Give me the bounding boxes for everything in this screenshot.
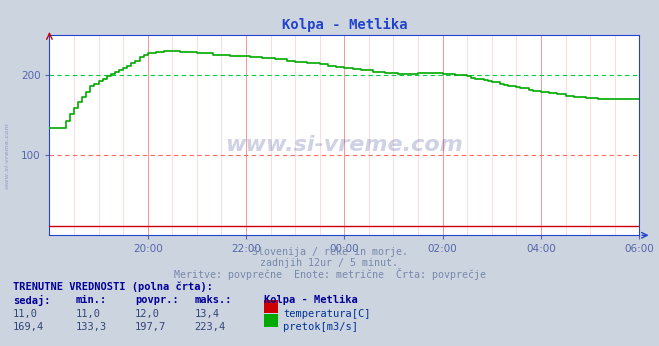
Text: 11,0: 11,0 xyxy=(76,309,101,319)
Text: min.:: min.: xyxy=(76,295,107,305)
Title: Kolpa - Metlika: Kolpa - Metlika xyxy=(281,18,407,32)
Text: www.si-vreme.com: www.si-vreme.com xyxy=(4,122,9,189)
Text: 133,3: 133,3 xyxy=(76,322,107,333)
Text: Slovenija / reke in morje.: Slovenija / reke in morje. xyxy=(252,247,407,257)
Text: 223,4: 223,4 xyxy=(194,322,225,333)
Text: TRENUTNE VREDNOSTI (polna črta):: TRENUTNE VREDNOSTI (polna črta): xyxy=(13,282,213,292)
Text: Meritve: povprečne  Enote: metrične  Črta: povprečje: Meritve: povprečne Enote: metrične Črta:… xyxy=(173,268,486,280)
Text: Kolpa - Metlika: Kolpa - Metlika xyxy=(264,295,357,305)
Text: 12,0: 12,0 xyxy=(135,309,160,319)
Text: maks.:: maks.: xyxy=(194,295,232,305)
Text: pretok[m3/s]: pretok[m3/s] xyxy=(283,322,358,333)
Text: temperatura[C]: temperatura[C] xyxy=(283,309,371,319)
Text: 197,7: 197,7 xyxy=(135,322,166,333)
Text: 13,4: 13,4 xyxy=(194,309,219,319)
Text: zadnjih 12ur / 5 minut.: zadnjih 12ur / 5 minut. xyxy=(260,258,399,268)
Text: sedaj:: sedaj: xyxy=(13,295,51,306)
Text: povpr.:: povpr.: xyxy=(135,295,179,305)
Text: 169,4: 169,4 xyxy=(13,322,44,333)
Text: 11,0: 11,0 xyxy=(13,309,38,319)
Text: www.si-vreme.com: www.si-vreme.com xyxy=(225,135,463,155)
